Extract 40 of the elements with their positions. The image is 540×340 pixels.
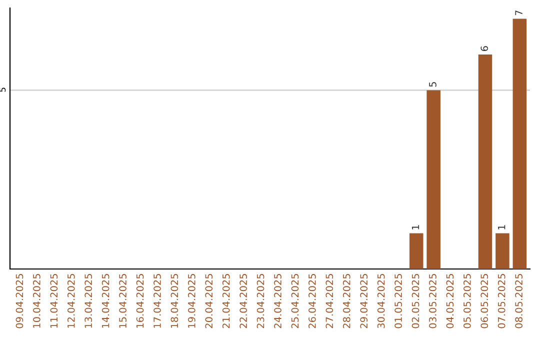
data-label: 5 — [429, 82, 436, 87]
x-tick-label: 11.04.2025 — [50, 274, 58, 328]
x-tick-label: 30.04.2025 — [377, 274, 385, 328]
x-tick-label: 27.04.2025 — [326, 274, 334, 328]
data-label: 7 — [515, 10, 522, 16]
data-label: 6 — [480, 46, 488, 52]
x-tick-label: 29.04.2025 — [360, 274, 368, 328]
x-tick-label: 16.04.2025 — [136, 274, 144, 328]
x-tick-label: 10.04.2025 — [33, 274, 40, 328]
data-label: 1 — [412, 225, 420, 230]
x-tick-label: 06.05.2025 — [480, 274, 488, 328]
x-tick-label: 26.04.2025 — [308, 274, 316, 328]
x-tick-label: 21.04.2025 — [222, 274, 230, 328]
bar — [426, 90, 440, 269]
x-tick-label: 28.04.2025 — [342, 274, 350, 328]
x-tick-label: 12.04.2025 — [67, 274, 75, 328]
x-tick-label: 20.04.2025 — [205, 274, 213, 328]
x-tick-label: 25.04.2025 — [291, 274, 299, 328]
x-tick-label: 24.04.2025 — [274, 274, 282, 328]
x-tick-label: 13.04.2025 — [84, 274, 92, 328]
x-tick-label: 03.05.2025 — [429, 274, 436, 328]
x-tick-label: 23.04.2025 — [256, 274, 264, 328]
x-tick-label: 18.04.2025 — [170, 274, 178, 328]
x-tick-label: 07.05.2025 — [498, 274, 506, 328]
x-tick-label: 05.05.2025 — [463, 274, 471, 328]
x-tick-label: 08.05.2025 — [515, 274, 522, 328]
bar — [496, 233, 510, 269]
x-tick-label: 17.04.2025 — [154, 274, 161, 328]
x-tick-label: 14.04.2025 — [102, 274, 110, 328]
data-label: 1 — [498, 225, 506, 230]
x-tick-label: 09.04.2025 — [16, 274, 24, 328]
x-tick-label: 15.04.2025 — [119, 274, 126, 328]
x-tick-label: 02.05.2025 — [412, 274, 420, 328]
bar — [409, 233, 424, 269]
x-tick-label: 04.05.2025 — [446, 274, 454, 328]
x-tick-label: 01.05.2025 — [394, 274, 402, 328]
bar — [512, 18, 527, 269]
x-tick-label: 19.04.2025 — [188, 274, 196, 328]
x-tick-label: 22.04.2025 — [240, 274, 247, 328]
bar — [478, 54, 492, 269]
